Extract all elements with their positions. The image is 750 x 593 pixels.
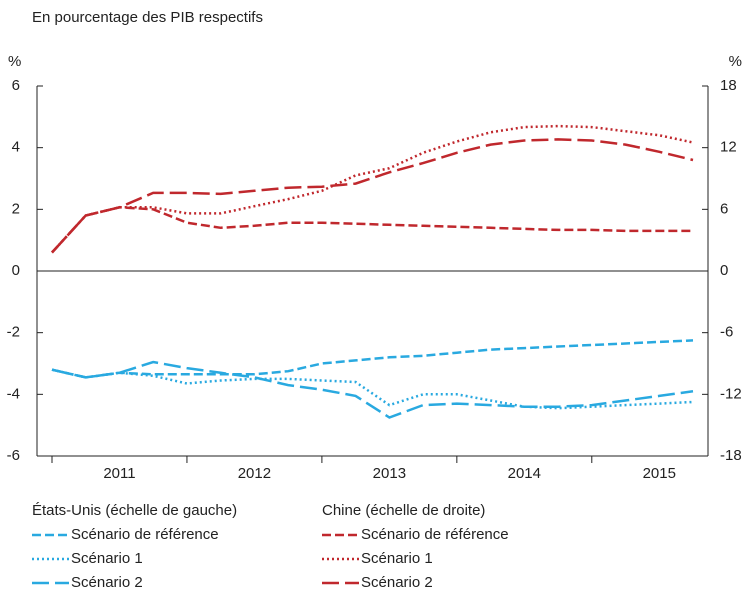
y2-tick-label: 18 bbox=[720, 77, 737, 94]
x-tick-label: 2011 bbox=[103, 465, 135, 482]
y2-tick-label: -6 bbox=[720, 324, 733, 341]
x-tick-label: 2012 bbox=[238, 465, 271, 482]
y-tick-label: -2 bbox=[7, 324, 20, 341]
y2-unit: % bbox=[729, 53, 742, 70]
legend-label: Scénario de référence bbox=[71, 526, 219, 543]
y2-tick-label: 0 bbox=[720, 262, 728, 279]
legend-label: Scénario 2 bbox=[71, 574, 143, 591]
series-line bbox=[51, 138, 694, 254]
y-unit: % bbox=[8, 53, 21, 70]
y2-tick-label: 12 bbox=[720, 139, 737, 156]
y-tick-label: -6 bbox=[7, 447, 20, 464]
series-line bbox=[51, 206, 693, 254]
legend-label: Scénario de référence bbox=[361, 526, 509, 543]
y-tick-label: 0 bbox=[12, 262, 20, 279]
y2-tick-label: -12 bbox=[720, 385, 742, 402]
y-tick-label: -4 bbox=[7, 385, 20, 402]
series-line bbox=[51, 339, 694, 379]
legend-title: Chine (échelle de droite) bbox=[322, 502, 485, 519]
y2-tick-label: -18 bbox=[720, 447, 742, 464]
x-tick-label: 2015 bbox=[643, 465, 676, 482]
series-line bbox=[51, 124, 694, 254]
legend-title: États-Unis (échelle de gauche) bbox=[32, 502, 237, 519]
series-line bbox=[51, 360, 694, 419]
legend-label: Scénario 1 bbox=[361, 550, 433, 567]
y-tick-label: 2 bbox=[12, 200, 20, 217]
y-tick-label: 4 bbox=[12, 139, 20, 156]
y-tick-label: 6 bbox=[12, 77, 20, 94]
chart-subtitle: En pourcentage des PIB respectifs bbox=[32, 9, 263, 26]
legend-label: Scénario 1 bbox=[71, 550, 143, 567]
x-tick-label: 2014 bbox=[508, 465, 541, 482]
y2-tick-label: 6 bbox=[720, 200, 728, 217]
x-tick-label: 2013 bbox=[373, 465, 406, 482]
legend-label: Scénario 2 bbox=[361, 574, 433, 591]
series-line bbox=[51, 368, 694, 410]
